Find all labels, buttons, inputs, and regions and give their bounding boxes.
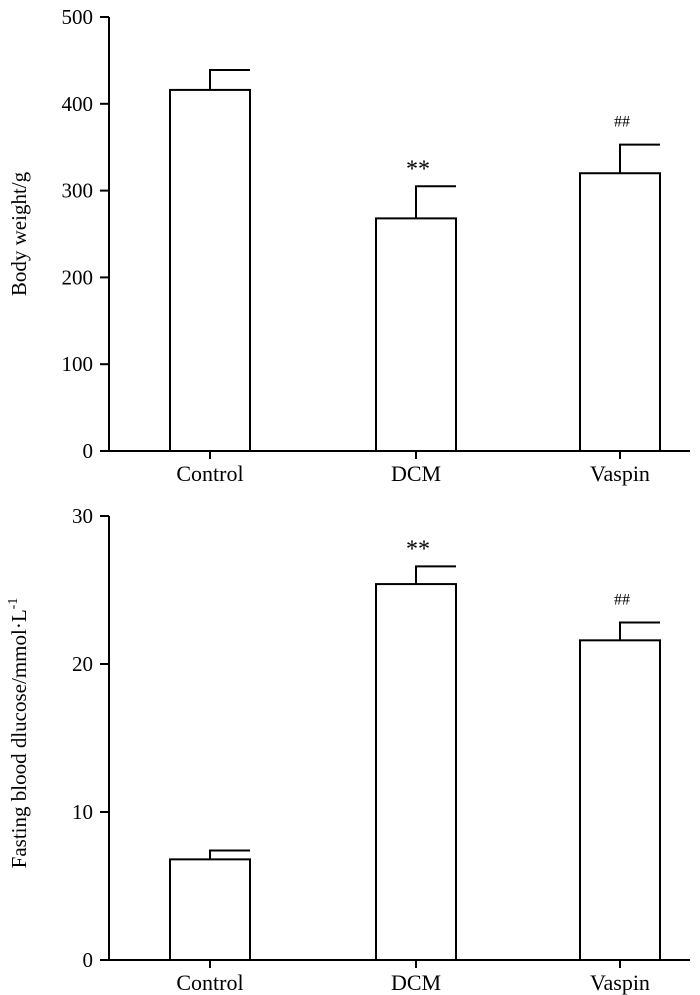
chart1-bar-control	[169, 88, 251, 453]
chart2-y-tick-label: 10	[72, 800, 93, 824]
fasting-glucose-chart: 0 10 20 30 Fasting blood dlucose/mmol·L-1 Con…	[6, 504, 690, 995]
chart2-y-tick-label: 30	[72, 504, 93, 528]
chart2-bar-dcm	[375, 583, 457, 962]
chart1-significance-dcm: **	[406, 156, 430, 182]
chart2-bar-vaspin	[579, 639, 661, 961]
chart2-y-axis-title-superscript: -1	[6, 598, 21, 610]
chart2-significance-vaspin: ##	[614, 592, 630, 609]
chart2-category-label-vaspin: Vaspin	[590, 970, 650, 995]
chart2-y-tick-label: 20	[72, 652, 93, 676]
chart1-category-label-control: Control	[176, 461, 243, 486]
chart2-y-axis-title: Fasting blood dlucose/mmol·L-1	[6, 598, 31, 869]
chart1-category-label-dcm: DCM	[391, 461, 441, 486]
chart1-y-tick-label: 500	[62, 5, 94, 29]
chart2-category-label-dcm: DCM	[391, 970, 441, 995]
body-weight-chart: 0 100 200 300 400 500 Body weight/g Control ** DC…	[7, 5, 690, 486]
chart1-y-axis-title: Body weight/g	[7, 171, 31, 296]
chart1-bar-vaspin	[579, 172, 661, 453]
chart1-y-tick-label: 100	[62, 352, 94, 376]
chart1-y-tick-label: 300	[62, 179, 94, 203]
chart2-category-label-control: Control	[176, 970, 243, 995]
chart2-bar-control	[169, 858, 251, 961]
chart1-y-tick-label: 200	[62, 265, 94, 289]
chart1-significance-vaspin: ##	[614, 114, 630, 131]
chart1-y-axis-title-text: Body weight/g	[7, 171, 31, 296]
chart1-y-tick-label: 0	[83, 439, 94, 463]
chart2-y-axis-title-text: Fasting blood dlucose/mmol·L	[7, 609, 31, 868]
chart2-y-tick-label: 0	[83, 948, 94, 972]
chart2-significance-dcm: **	[406, 536, 430, 562]
chart1-category-label-vaspin: Vaspin	[590, 461, 650, 486]
chart1-bar-dcm	[375, 217, 457, 452]
chart1-y-tick-label: 400	[62, 92, 94, 116]
